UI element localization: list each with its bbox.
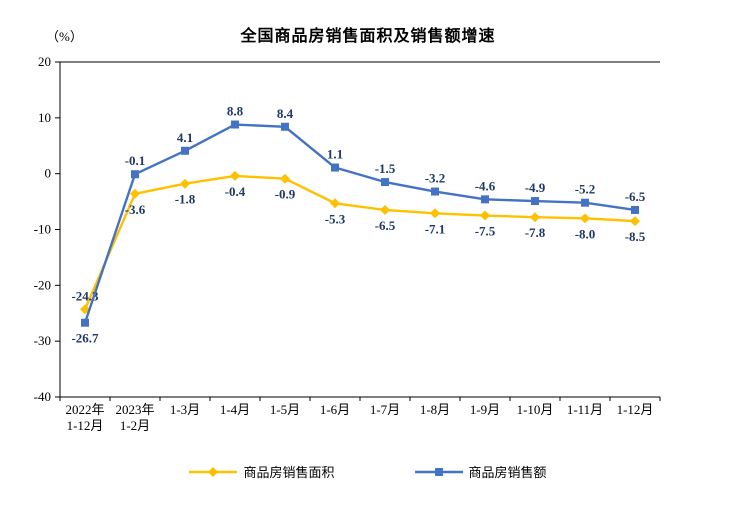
data-label: -6.5 — [625, 189, 646, 204]
x-tick-label: 1-4月 — [220, 402, 250, 417]
line-chart-plot: 20100-10-20-30-402022年1-12月2023年1-2月1-3月… — [34, 54, 661, 433]
x-tick-label: 1-2月 — [120, 418, 150, 433]
data-label: -26.7 — [71, 331, 99, 346]
data-label: -5.3 — [325, 211, 346, 226]
y-tick-label: 20 — [38, 54, 51, 69]
x-tick-label: 1-5月 — [270, 402, 300, 417]
series-marker-diamond — [530, 212, 540, 223]
series-marker-diamond — [480, 210, 490, 221]
data-label: 8.4 — [277, 106, 294, 121]
series-marker-square — [231, 120, 239, 129]
y-tick-label: -20 — [34, 277, 51, 292]
data-label: -1.5 — [375, 161, 396, 176]
series-marker-diamond — [130, 188, 140, 199]
data-label: -7.5 — [475, 224, 496, 239]
legend-marker-square-icon — [414, 467, 463, 476]
x-tick-label: 1-7月 — [370, 402, 400, 417]
x-tick-label: 1-10月 — [517, 402, 554, 417]
data-label: -3.2 — [425, 171, 446, 186]
data-label: 8.8 — [227, 104, 244, 119]
chart-title: 全国商品房销售面积及销售额增速 — [240, 28, 496, 45]
y-tick-label: -30 — [34, 333, 51, 348]
data-label: 1.1 — [327, 147, 343, 162]
series-marker-square — [181, 146, 189, 155]
legend-label-sales-area: 商品房销售面积 — [243, 465, 335, 480]
series-marker-square — [531, 197, 539, 206]
x-tick-label: 1-6月 — [320, 402, 350, 417]
data-label: -0.4 — [225, 184, 246, 199]
series-marker-square — [331, 163, 339, 172]
x-tick-label: 1-9月 — [470, 402, 500, 417]
series-marker-diamond — [230, 170, 240, 181]
legend-item-sales-amount: 商品房销售额 — [414, 462, 547, 481]
series-marker-diamond — [380, 204, 390, 215]
series-marker-square — [131, 170, 139, 179]
series-marker-square — [631, 205, 639, 214]
series-marker-square — [581, 198, 589, 207]
data-label: -6.5 — [375, 218, 396, 233]
legend-label-sales-amount: 商品房销售额 — [468, 465, 547, 480]
data-label: -8.0 — [575, 226, 596, 241]
legend-marker-diamond-icon — [189, 466, 238, 477]
y-tick-label: -40 — [34, 389, 51, 404]
series-marker-square — [431, 187, 439, 196]
x-tick-label: 2022年 — [65, 402, 104, 417]
x-tick-label: 1-11月 — [567, 402, 603, 417]
data-label: 4.1 — [177, 130, 193, 145]
series-marker-square — [381, 178, 389, 187]
series-marker-diamond — [580, 213, 590, 224]
x-tick-label: 1-3月 — [170, 402, 200, 417]
data-label: -7.1 — [425, 221, 446, 236]
data-label: -5.2 — [575, 182, 596, 197]
series-marker-diamond — [330, 198, 340, 209]
data-label: -1.8 — [175, 192, 196, 207]
y-tick-label: 0 — [45, 166, 52, 181]
series-marker-diamond — [630, 216, 640, 227]
data-label: -0.1 — [125, 153, 146, 168]
series-line-1 — [83, 123, 636, 324]
series-line-0 — [83, 174, 636, 310]
series-marker-diamond — [180, 178, 190, 189]
data-label: -7.8 — [525, 225, 546, 240]
x-tick-label: 2023年 — [115, 402, 154, 417]
y-tick-label: 10 — [38, 110, 51, 125]
data-label: -0.9 — [275, 187, 296, 202]
data-label: -3.6 — [125, 202, 146, 217]
x-tick-label: 1-12月 — [67, 418, 104, 433]
legend-item-sales-area: 商品房销售面积 — [189, 462, 335, 481]
series-marker-diamond — [430, 208, 440, 219]
y-tick-label: -10 — [34, 222, 51, 237]
series-marker-diamond — [280, 173, 290, 184]
data-label: -4.6 — [475, 178, 496, 193]
series-marker-square — [81, 318, 89, 327]
y-axis-unit-label: （%） — [46, 29, 83, 44]
series-marker-square — [281, 122, 289, 131]
x-tick-label: 1-12月 — [617, 402, 654, 417]
chart-legend: 商品房销售面积 商品房销售额 — [0, 462, 736, 481]
data-label: -4.9 — [525, 180, 546, 195]
x-tick-label: 1-8月 — [420, 402, 450, 417]
series-marker-square — [481, 195, 489, 204]
data-label: -8.5 — [625, 229, 646, 244]
